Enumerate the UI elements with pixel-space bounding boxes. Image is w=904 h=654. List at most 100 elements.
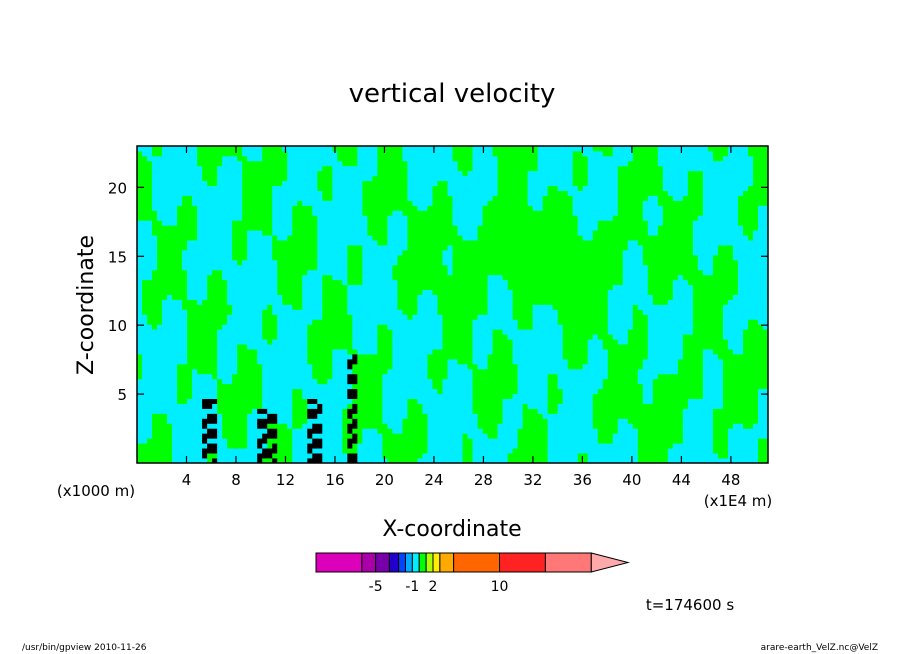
field-cell <box>362 190 368 196</box>
field-cell <box>262 378 268 385</box>
field-cell <box>362 210 368 216</box>
field-cell <box>187 279 193 286</box>
field-cell <box>167 413 173 419</box>
field-cell <box>327 314 333 320</box>
field-cell <box>467 284 473 291</box>
field-cell <box>482 185 488 191</box>
field-cell <box>397 289 403 295</box>
field-cell <box>272 393 278 400</box>
field-cell <box>397 344 403 350</box>
field-cell <box>202 418 208 424</box>
field-cell <box>437 344 443 350</box>
field-cell <box>392 264 398 271</box>
field-cell <box>397 279 403 286</box>
field-cell <box>407 383 413 390</box>
field-cell <box>432 363 438 370</box>
field-cell <box>322 150 328 157</box>
field-cell <box>142 388 148 395</box>
field-cell <box>522 438 529 444</box>
field-cell <box>137 433 143 439</box>
field-cell <box>237 383 243 390</box>
field-cell <box>277 309 283 315</box>
field-cell <box>362 245 368 251</box>
field-cell <box>197 334 203 340</box>
field-cell <box>277 329 283 335</box>
field-cell <box>432 309 438 315</box>
field-cell <box>352 299 358 305</box>
field-cell <box>187 190 193 196</box>
field-cell <box>507 423 513 429</box>
field-cell <box>277 368 283 375</box>
field-cell <box>522 165 529 172</box>
field-cell <box>522 418 529 424</box>
field-cell <box>242 383 248 390</box>
field-cell <box>492 235 498 241</box>
field-cell <box>277 284 283 291</box>
field-cell <box>362 354 368 360</box>
field-cell <box>397 235 403 241</box>
field-cell <box>442 279 448 286</box>
field-cell <box>207 438 213 444</box>
field-cell <box>522 254 529 261</box>
field-cell <box>467 349 473 355</box>
field-cell <box>197 329 203 335</box>
field-cell <box>342 245 348 251</box>
field-cell <box>182 200 188 206</box>
field-cell <box>487 403 493 409</box>
field-cell <box>347 453 353 459</box>
field-cell <box>197 220 203 226</box>
field-cell <box>327 334 333 340</box>
field-cell <box>332 349 338 355</box>
field-cell <box>292 269 298 276</box>
field-cell <box>222 180 228 187</box>
field-cell <box>372 408 378 414</box>
field-cell <box>407 373 413 380</box>
field-cell <box>402 403 408 409</box>
field-cell <box>217 388 223 395</box>
field-cell <box>282 259 288 266</box>
field-cell <box>207 150 213 157</box>
field-cell <box>262 245 268 251</box>
field-cell <box>202 329 208 335</box>
field-cell <box>317 264 323 271</box>
field-cell <box>322 413 328 419</box>
field-cell <box>222 408 228 414</box>
field-cell <box>522 274 529 281</box>
field-cell <box>472 458 478 464</box>
field-cell <box>347 398 353 404</box>
field-cell <box>137 175 143 182</box>
field-cell <box>522 195 529 201</box>
field-cell <box>487 418 493 424</box>
field-cell <box>182 170 188 177</box>
field-cell <box>212 378 218 385</box>
field-cell <box>327 264 333 271</box>
field-cell <box>252 363 258 370</box>
field-cell <box>172 418 178 424</box>
field-cell <box>477 230 483 236</box>
field-cell <box>382 210 388 216</box>
field-cell <box>307 225 313 231</box>
field-cell <box>167 418 173 424</box>
field-cell <box>517 230 524 236</box>
field-cell <box>442 383 448 390</box>
field-cell <box>312 230 318 236</box>
field-cell <box>187 408 193 414</box>
field-cell <box>192 165 198 172</box>
field-cell <box>277 334 283 340</box>
field-cell <box>222 284 228 291</box>
field-cell <box>402 378 408 385</box>
field-cell <box>177 383 183 390</box>
field-cell <box>252 205 258 211</box>
field-cell <box>362 165 368 172</box>
field-cell <box>177 408 183 414</box>
field-cell <box>142 170 148 177</box>
field-cell <box>327 215 333 221</box>
field-cell <box>322 175 328 182</box>
field-cell <box>522 408 529 414</box>
field-cell <box>402 289 408 295</box>
field-cell <box>312 200 318 206</box>
field-cell <box>227 190 233 196</box>
field-cell <box>172 309 178 315</box>
field-cell <box>362 334 368 340</box>
field-cell <box>212 210 218 216</box>
